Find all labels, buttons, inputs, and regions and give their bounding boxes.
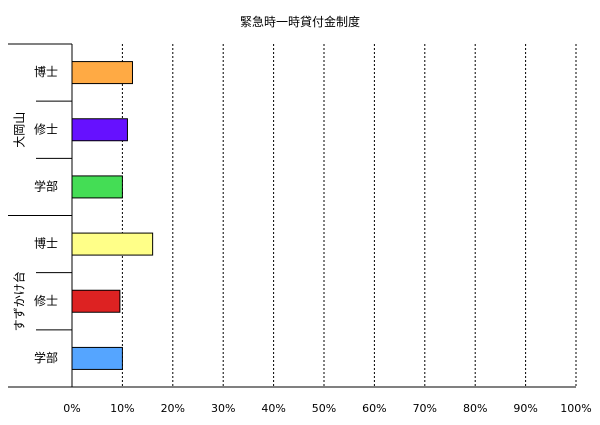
x-tick-label: 30% (211, 402, 235, 415)
category-label: 修士 (34, 121, 58, 136)
bars (71, 61, 154, 370)
x-tick-label: 60% (362, 402, 386, 415)
bar (71, 61, 133, 85)
group-label: 大岡山 (13, 112, 27, 148)
category-label: 学部 (34, 350, 58, 365)
x-tick-label: 10% (110, 402, 134, 415)
chart-title: 緊急時一時貸付金制度 (240, 14, 360, 29)
x-tick-label: 90% (513, 402, 537, 415)
x-tick-labels: 0% 10% 20% 30% 40% 50% 60% 70% 80% 90% 100% (63, 402, 591, 415)
x-tick-label: 70% (413, 402, 437, 415)
x-tick-label: 0% (63, 402, 80, 415)
axis-structure (8, 43, 576, 388)
category-label: 修士 (34, 293, 58, 308)
bar (71, 232, 154, 256)
bar (71, 175, 123, 199)
group-label: すずかけ台 (12, 271, 27, 331)
x-tick-label: 20% (161, 402, 185, 415)
x-tick-label: 100% (560, 402, 591, 415)
x-tick-label: 80% (463, 402, 487, 415)
x-tick-label: 50% (312, 402, 336, 415)
category-label: 学部 (34, 178, 58, 193)
category-label: 博士 (34, 236, 58, 251)
bar (71, 346, 123, 370)
x-tick-label: 40% (261, 402, 285, 415)
bar (71, 118, 128, 142)
bar (71, 289, 121, 313)
category-label: 博士 (34, 64, 58, 79)
grid (121, 44, 577, 387)
